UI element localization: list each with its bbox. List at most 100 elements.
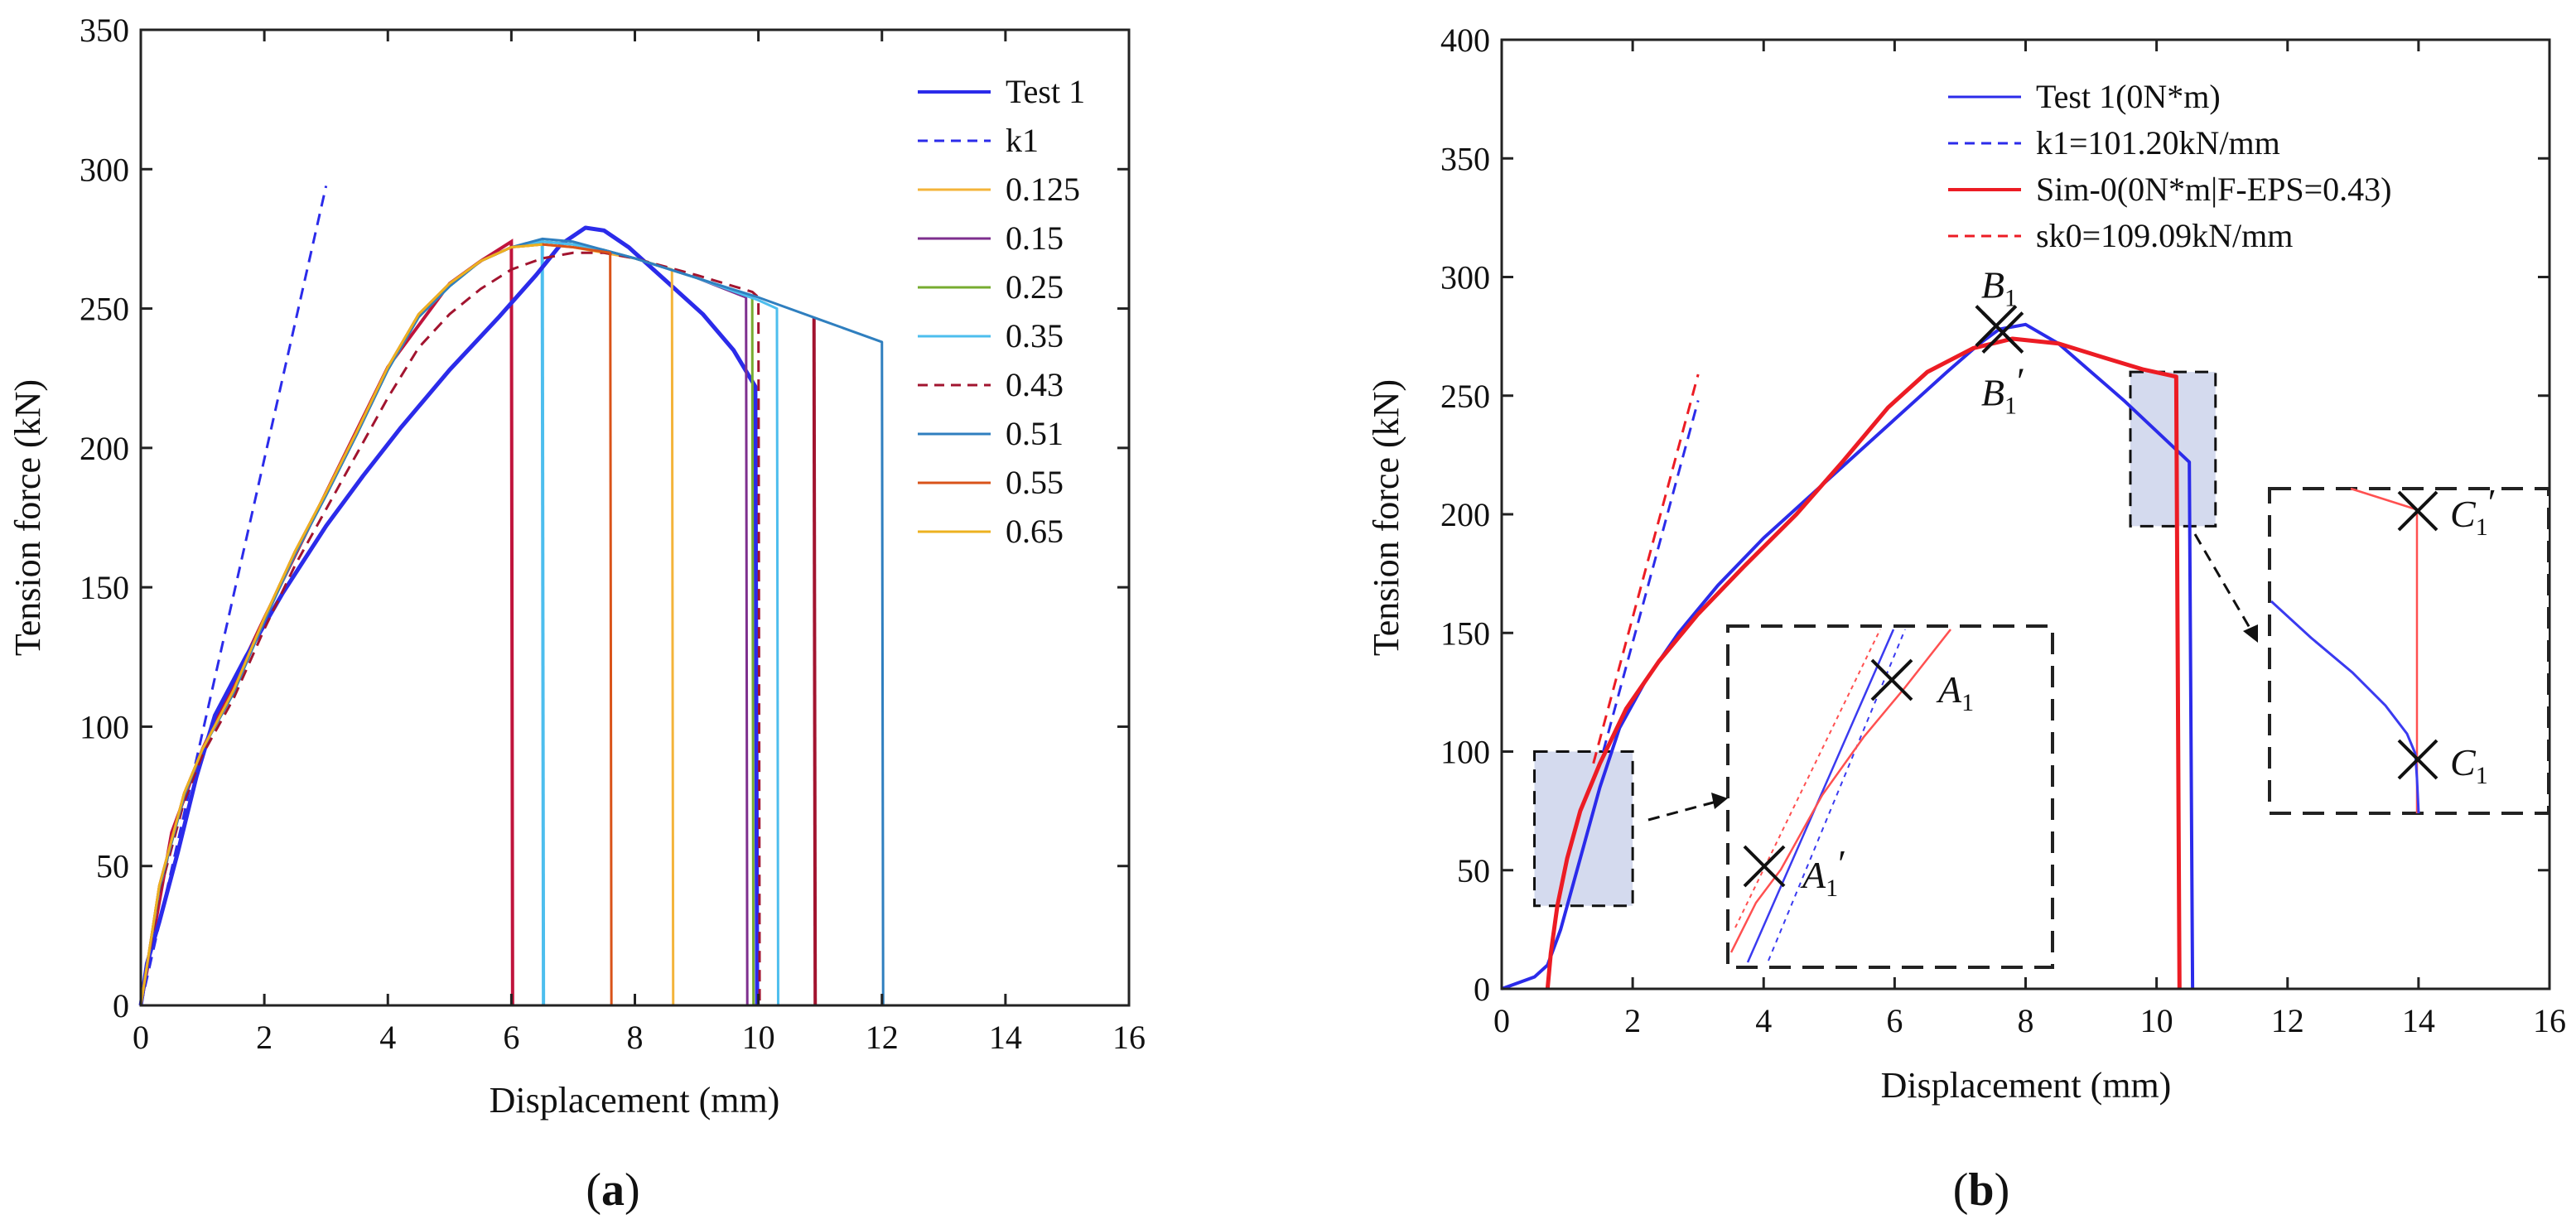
- panel-a-ytick-label: 250: [80, 291, 129, 328]
- panel-b-plot-lines: [1501, 322, 2195, 990]
- panel-b-legend-label: sk0=109.09kN/mm: [2036, 217, 2293, 254]
- panel-b-ytick-label: 150: [1440, 614, 1490, 652]
- panel-b-ytick-label: 0: [1474, 971, 1490, 1008]
- panel-a-series-0-25: [139, 240, 755, 1006]
- panel-b-xtick-label: 4: [1755, 1002, 1772, 1039]
- panel-b-series-test-1-0n-m-: [1501, 322, 2195, 990]
- inset-c-sim-horizontal: [2350, 487, 2419, 512]
- inset-a-label-a1-prime: A1′: [1800, 842, 1846, 902]
- panel-a-ytick-label: 50: [96, 848, 129, 885]
- panel-a-legend-label: 0.43: [1006, 366, 1064, 403]
- panel-a-legend-label: 0.65: [1006, 513, 1064, 550]
- panel-a-xtick-label: 14: [989, 1019, 1022, 1056]
- panel-a-xtick-label: 4: [379, 1019, 396, 1056]
- panel-a-ytick-label: 0: [113, 987, 129, 1024]
- panel-b: 0 2 4 6 8 10 12 14 16 0 50 100 150 200 250 300 350 400 Di…: [1366, 22, 2566, 1216]
- panel-b-legend: Test 1(0N*m) k1=101.20kN/mm Sim-0(0N*m|F-E…: [1948, 78, 2392, 254]
- panel-a-series-0-15: [139, 240, 749, 1006]
- panel-a-legend-label: 0.51: [1006, 415, 1064, 452]
- panel-b-point-label-b1: B1: [1981, 264, 2017, 312]
- panel-b-xtick-label: 2: [1624, 1002, 1641, 1039]
- inset-c-label-c1-prime-base: C: [2450, 493, 2477, 535]
- panel-a-caption-letter: a: [601, 1164, 625, 1216]
- inset-a-sim-line: [1729, 629, 1951, 953]
- panel-a-xtick-label: 2: [256, 1019, 273, 1056]
- panel-b-legend-label: Sim-0(0N*m|F-EPS=0.43): [2036, 171, 2392, 208]
- panel-a-caption: (a): [586, 1164, 639, 1216]
- panel-b-marker-b1-1: [1981, 311, 2024, 354]
- panel-b-legend-label: k1=101.20kN/mm: [2036, 124, 2280, 161]
- panel-a-xtick-label: 12: [866, 1019, 899, 1056]
- panel-a-xtick-label: 10: [742, 1019, 775, 1056]
- panel-a-series-0-35: [139, 240, 779, 1006]
- inset-a-connector: [1647, 800, 1717, 822]
- panel-a-legend-label: 0.125: [1006, 171, 1080, 208]
- panel-a-xtick-label: 8: [627, 1019, 644, 1056]
- inset-a-label-a1-prime-sub: 1: [1826, 875, 1838, 902]
- panel-a-extra-line-2: [812, 316, 818, 1006]
- panel-b-highlight-boxes: [1533, 370, 2217, 908]
- panel-b-ytick-label: 400: [1440, 22, 1490, 59]
- inset-a-sk0-line: [1734, 629, 1881, 928]
- panel-b-ticks: 0 2 4 6 8 10 12 14 16 0 50 100 150 200 250 300 350 400: [1440, 22, 2566, 1039]
- panel-b-highlight-box-0: [1533, 750, 1634, 908]
- panel-b-xtick-label: 6: [1886, 1002, 1903, 1039]
- panel-a-legend-label: 0.25: [1006, 268, 1064, 306]
- inset-c-connector: [2193, 533, 2251, 629]
- inset-c-label-c1-prime: C1′: [2450, 481, 2496, 541]
- panel-b-point-label-b1prime: B1′: [1981, 360, 2025, 420]
- panel-a-legend: Test 1 k1 0.125 0.15 0.25 0.35 0.43 0.51 0.55 0.6…: [918, 73, 1085, 550]
- inset-a-label-a1-prime-base: A: [1800, 854, 1826, 896]
- panel-a-ytick-label: 350: [80, 12, 129, 49]
- panel-a-legend-label: k1: [1006, 122, 1039, 159]
- panel-a-ytick-label: 300: [80, 151, 129, 188]
- panel-b-xtick-label: 12: [2271, 1002, 2304, 1039]
- panel-a-legend-label: 0.55: [1006, 464, 1064, 501]
- panel-b-series-k1-101-20kn-mm: [1602, 400, 1700, 752]
- panel-b-xtick-label: 16: [2533, 1002, 2566, 1039]
- panel-b-xtick-label: 10: [2140, 1002, 2173, 1039]
- inset-c-frame: [2268, 487, 2550, 815]
- panel-b-ytick-label: 250: [1440, 378, 1490, 415]
- inset-a-connector-arrowhead: [1711, 793, 1728, 809]
- inset-a-marker-a1: [1870, 658, 1913, 701]
- panel-b-series-sim-0-0n-m-f-eps-0-43-: [1545, 336, 2182, 990]
- panel-b-ytick-label: 50: [1457, 852, 1490, 889]
- panel-b-series-sk0-109-09kn-mm: [1592, 374, 1700, 764]
- panel-b-ytick-label: 100: [1440, 734, 1490, 771]
- inset-a-label-a1-base: A: [1936, 668, 1962, 711]
- inset-a-marker-a1-prime: [1743, 845, 1786, 888]
- panel-b-ytick-label: 350: [1440, 140, 1490, 177]
- panel-b-legend-label: Test 1(0N*m): [2036, 78, 2221, 115]
- panel-a-extra-line-0: [139, 239, 514, 1006]
- panel-a-ytick-label: 100: [80, 708, 129, 745]
- panel-a-xtick-label: 0: [133, 1019, 149, 1056]
- panel-a-series-0-65: [139, 243, 543, 1006]
- panel-b-xtick-label: 14: [2402, 1002, 2435, 1039]
- panel-b-ytick-label: 200: [1440, 496, 1490, 533]
- panel-a-ytick-label: 150: [80, 569, 129, 606]
- panel-a-legend-label: Test 1: [1006, 73, 1085, 110]
- panel-a-xtick-label: 16: [1112, 1019, 1146, 1056]
- panel-b-caption: (b): [1953, 1164, 2009, 1216]
- panel-b-point-markers: B1 B1′: [1975, 264, 2025, 420]
- inset-c-label-c1-sub: 1: [2476, 762, 2488, 789]
- inset-a-test-line: [1746, 629, 1895, 963]
- panel-b-caption-letter: b: [1968, 1164, 1994, 1216]
- panel-b-xtick-label: 0: [1493, 1002, 1510, 1039]
- inset-c-label-c1-base: C: [2450, 741, 2477, 783]
- inset-c-label-c1: C1: [2450, 741, 2488, 789]
- panel-a-legend-label: 0.35: [1006, 317, 1064, 354]
- inset-c-label-c1-prime-sub: 1: [2476, 513, 2488, 541]
- panel-a-series-0-43: [139, 251, 761, 1006]
- inset-a-label-a1: A1: [1936, 668, 1974, 716]
- inset-a-label-a1-sub: 1: [1961, 689, 1974, 716]
- panel-a: 0 2 4 6 8 10 12 14 16 0 50 100 150 200 250 300 350 Displ…: [7, 12, 1146, 1216]
- inset-c: C1′ C1: [2268, 481, 2550, 815]
- inset-c-marker-c1-prime: [2397, 490, 2439, 532]
- panel-a-plot-lines: [138, 186, 885, 1006]
- panel-b-ylabel: Tension force (kN): [1366, 379, 1406, 656]
- panel-a-axes-frame: [139, 28, 1131, 1007]
- panel-b-ytick-label: 300: [1440, 259, 1490, 296]
- panel-a-series-0-125: [139, 243, 675, 1006]
